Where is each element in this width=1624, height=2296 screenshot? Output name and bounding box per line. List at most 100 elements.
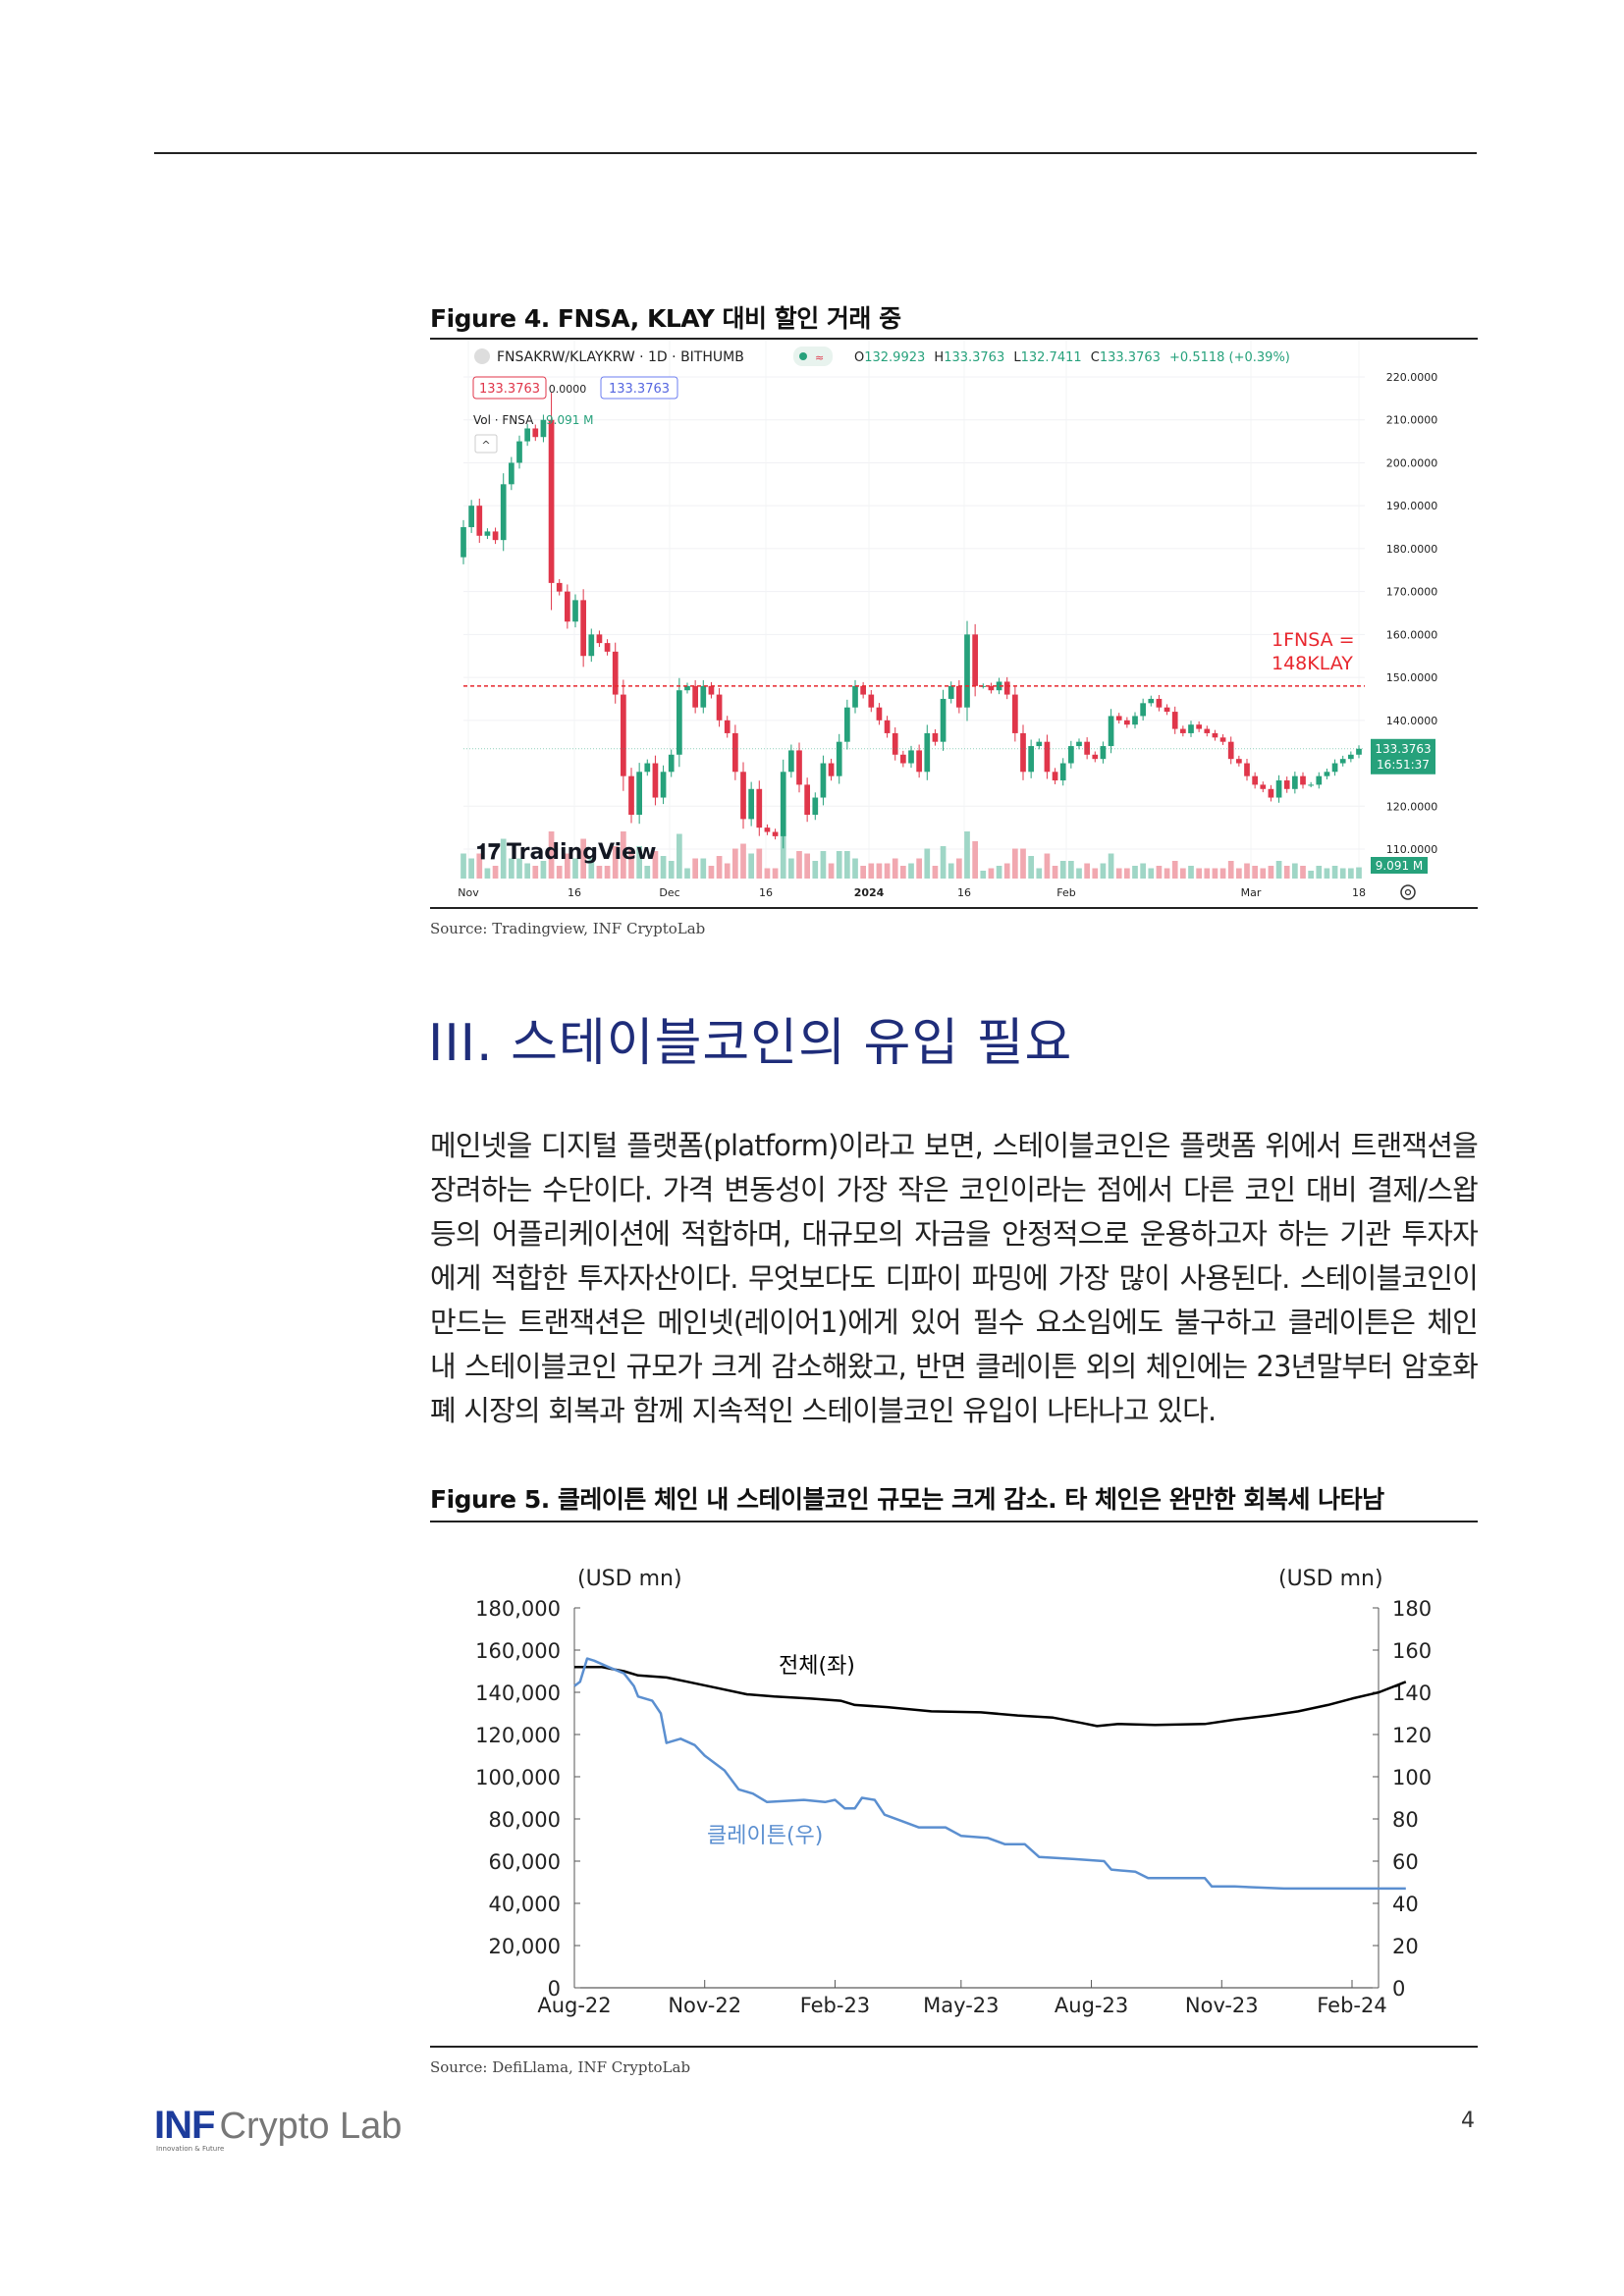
candle: [565, 591, 570, 622]
left-tick-label: 180,000: [475, 1597, 561, 1621]
volume-bar: [1324, 868, 1330, 879]
ohlc-readout: O132.9923 H133.3763 L132.7411 C133.3763 …: [854, 350, 1290, 365]
candle: [852, 685, 858, 708]
candle: [556, 582, 563, 592]
last-price-tag: 133.3763 16:51:37: [1371, 738, 1435, 774]
candle: [1132, 716, 1138, 725]
volume-bar: [516, 858, 522, 879]
candle: [780, 772, 786, 836]
settings-icon[interactable]: [1400, 884, 1416, 900]
volume-bar: [532, 866, 539, 879]
volume-bar: [1052, 866, 1058, 879]
candle: [836, 741, 842, 776]
volume-bar: [1020, 848, 1026, 879]
y-tick-label: 210.0000: [1386, 414, 1438, 427]
volume-bar: [980, 871, 987, 879]
left-tick-label: 120,000: [475, 1724, 561, 1747]
volume-bar: [876, 863, 883, 879]
volume-bar: [748, 853, 754, 879]
right-tick-label: 160: [1392, 1639, 1432, 1663]
candle: [1331, 763, 1338, 773]
volume-bar: [524, 863, 530, 879]
left-tick-label: 140,000: [475, 1682, 561, 1705]
status-dot-icon: [799, 352, 807, 360]
volume-bar: [476, 853, 483, 879]
candle: [509, 462, 514, 485]
volume-bar: [708, 866, 715, 879]
figure4-top-rule: [430, 338, 1478, 340]
candle: [947, 685, 954, 699]
volume-bar: [588, 858, 595, 879]
volume-bar: [628, 848, 634, 879]
candle: [756, 788, 763, 828]
candle: [1324, 772, 1330, 776]
candle: [716, 694, 723, 721]
x-tick-label: Nov-22: [668, 1994, 741, 2017]
volume-bar: [604, 866, 611, 879]
volume-bar: [509, 858, 514, 879]
candle: [980, 685, 987, 687]
volume-bar: [1236, 868, 1242, 879]
candle: [708, 685, 715, 695]
volume-bar: [565, 853, 570, 879]
volume-bar: [1252, 866, 1258, 879]
candle: [580, 600, 586, 657]
volume-bar: [956, 858, 962, 879]
volume-bar: [964, 831, 970, 879]
x-tick-label: Nov: [458, 886, 479, 899]
y-tick-label: 140.0000: [1386, 715, 1438, 727]
left-axis-unit: (USD mn): [577, 1567, 682, 1591]
candle: [1012, 694, 1018, 733]
approx-icon: ≈: [815, 351, 824, 364]
y-tick-label: 180.0000: [1386, 543, 1438, 556]
volume-bar: [940, 846, 947, 879]
right-tick-label: 0: [1392, 1977, 1405, 2001]
volume-bar: [772, 868, 779, 879]
market-status-toggle[interactable]: [793, 347, 833, 366]
volume-bar: [1244, 863, 1250, 879]
candle: [548, 419, 555, 583]
figure4-source: Source: Tradingview, INF CryptoLab: [430, 920, 706, 937]
volume-bar: [1036, 868, 1043, 879]
spread-value: 0.0000: [549, 383, 587, 396]
countdown-value: 16:51:37: [1377, 758, 1430, 772]
series-label-total: 전체(좌): [779, 1654, 855, 1679]
candle: [964, 634, 970, 708]
left-tick-label: 40,000: [489, 1893, 561, 1916]
volume-bar: [988, 868, 995, 879]
right-tick-label: 80: [1392, 1808, 1419, 1832]
volume-bar: [844, 851, 850, 879]
volume-bar: [1108, 853, 1114, 879]
candle: [1108, 716, 1114, 747]
candle: [652, 763, 659, 798]
candle: [1164, 707, 1170, 713]
ask-price-box[interactable]: [600, 376, 678, 400]
body-paragraph: 메인넷을 디지털 플랫폼(platform)이라고 보면, 스테이블코인은 플랫…: [430, 1129, 1479, 1427]
volume-bar: [868, 863, 875, 879]
candle: [748, 788, 754, 820]
last-price-value: 133.3763: [1375, 742, 1431, 756]
candle: [724, 720, 731, 733]
logo-sub: Crypto Lab: [219, 2106, 403, 2147]
candle: [1219, 737, 1226, 742]
candle: [628, 775, 634, 816]
candle: [884, 720, 891, 733]
volume-bar: [621, 831, 626, 879]
series-label-klaytn: 클레이튼(우): [707, 1824, 823, 1848]
candle: [500, 484, 507, 541]
candle: [644, 763, 651, 773]
candle: [1140, 703, 1146, 717]
volume-bar: [916, 858, 922, 879]
candle: [1052, 772, 1058, 781]
volume-bar: [1076, 868, 1082, 879]
right-tick-label: 180: [1392, 1597, 1432, 1621]
collapse-button[interactable]: [474, 434, 498, 454]
candle: [940, 698, 947, 742]
volume-bar: [1260, 868, 1267, 879]
x-tick-label: Feb: [1056, 886, 1075, 899]
candle: [1115, 716, 1122, 721]
candle: [604, 643, 611, 652]
bid-price-box[interactable]: [472, 376, 547, 400]
candle: [804, 784, 810, 816]
candle: [844, 707, 850, 742]
